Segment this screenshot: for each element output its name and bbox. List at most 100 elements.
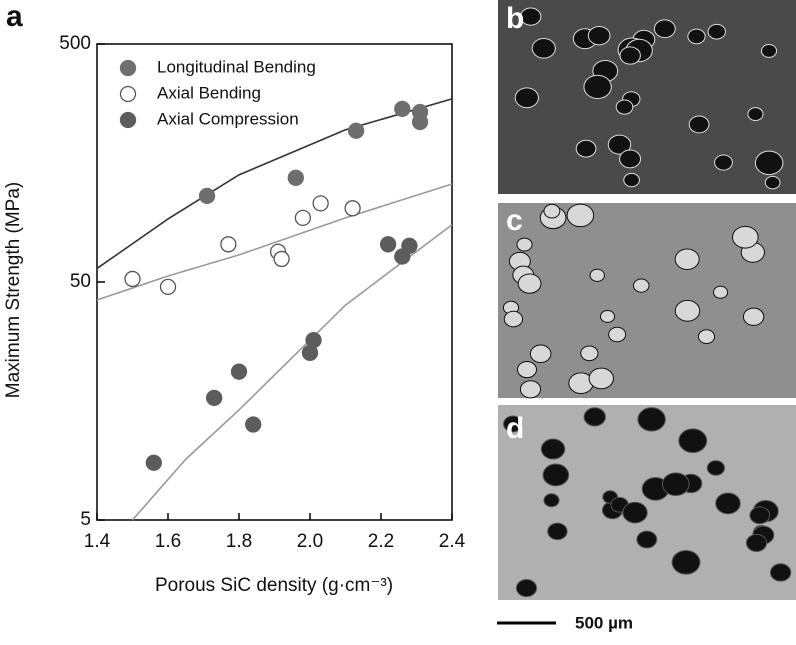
x-tick-label: 2.4: [439, 531, 466, 552]
pore: [540, 438, 566, 460]
panel-label: d: [506, 412, 524, 445]
data-point: [273, 250, 290, 268]
pore: [543, 493, 560, 508]
pore: [543, 203, 561, 219]
pore: [608, 326, 627, 343]
data-point: [245, 416, 262, 433]
data-point: [394, 100, 411, 117]
pore: [516, 237, 533, 252]
pore: [588, 367, 614, 390]
pore: [678, 428, 708, 454]
pore: [615, 99, 634, 115]
pore: [517, 273, 542, 294]
pore: [619, 46, 641, 65]
pore: [583, 74, 612, 100]
pore: [745, 533, 768, 553]
pore: [707, 23, 726, 40]
y-axis-label: Maximum Strength (MPa): [3, 182, 24, 398]
data-point: [411, 113, 429, 131]
pore: [529, 344, 552, 364]
pore: [566, 203, 595, 228]
pore: [503, 415, 523, 433]
legend-marker: [119, 85, 137, 103]
y-tick-label: 500: [59, 33, 91, 54]
pore: [747, 107, 764, 122]
data-point: [159, 278, 177, 296]
data-point: [145, 454, 162, 471]
pore: [706, 460, 726, 476]
pore: [607, 134, 632, 155]
data-point: [205, 389, 223, 407]
pore: [619, 149, 642, 169]
pore: [754, 150, 784, 176]
data-point: [294, 209, 312, 227]
pore: [661, 472, 690, 497]
pore: [515, 579, 538, 598]
data-point: [312, 195, 329, 212]
pore: [732, 225, 759, 249]
legend-marker: [119, 111, 137, 129]
pore: [632, 278, 650, 293]
pore: [760, 44, 778, 58]
data-point: [220, 236, 237, 253]
pore: [583, 407, 606, 427]
fit-line: [96, 98, 453, 270]
x-tick-label: 1.8: [226, 531, 252, 552]
pore: [587, 25, 611, 46]
pore: [516, 361, 538, 379]
panel-label: b: [506, 2, 524, 35]
pore: [519, 380, 542, 399]
pore: [622, 501, 648, 524]
data-point: [305, 331, 322, 349]
pore: [599, 309, 616, 323]
legend-marker: [119, 59, 137, 77]
pore: [712, 285, 729, 299]
pore: [547, 522, 568, 541]
data-point: [230, 363, 248, 380]
fit-line: [131, 224, 453, 521]
pore: [531, 37, 556, 59]
data-point: [347, 122, 365, 139]
pore: [764, 175, 781, 190]
pore: [636, 530, 658, 549]
micrographs: [498, 0, 796, 600]
pore: [580, 345, 599, 362]
y-tick-label: 5: [80, 509, 91, 530]
pore: [715, 492, 741, 515]
x-axis-label: Porous SiC density (g·cm⁻³): [155, 575, 393, 596]
pore: [697, 329, 716, 344]
fit-line: [96, 183, 453, 301]
legend-label: Axial Bending: [157, 83, 261, 102]
data-point: [379, 236, 397, 253]
pore: [575, 139, 597, 158]
panel-label: c: [506, 204, 523, 237]
pore: [749, 506, 771, 525]
pore: [688, 115, 710, 134]
data-point: [124, 270, 141, 288]
data-point: [198, 187, 216, 205]
pore: [514, 87, 539, 109]
x-tick-label: 1.4: [84, 531, 111, 552]
data-point: [401, 237, 418, 254]
micrograph-d: [498, 405, 796, 600]
x-tick-label: 2.2: [368, 531, 394, 552]
pore: [542, 463, 570, 487]
pore: [674, 299, 701, 322]
pore: [637, 407, 666, 432]
legend-label: Longitudinal Bending: [157, 57, 316, 76]
pore: [653, 19, 676, 39]
scale-bar-label: 500 µm: [575, 613, 633, 632]
pore: [714, 154, 733, 171]
pore: [742, 307, 765, 326]
pore: [671, 549, 701, 575]
pore: [589, 268, 605, 282]
pore: [674, 248, 700, 270]
micrograph-b: [498, 0, 796, 194]
pore: [520, 7, 542, 26]
x-tick-label: 1.6: [155, 531, 181, 552]
data-point: [287, 169, 304, 186]
pore: [687, 28, 706, 45]
pore: [503, 310, 524, 328]
data-point: [344, 200, 361, 217]
